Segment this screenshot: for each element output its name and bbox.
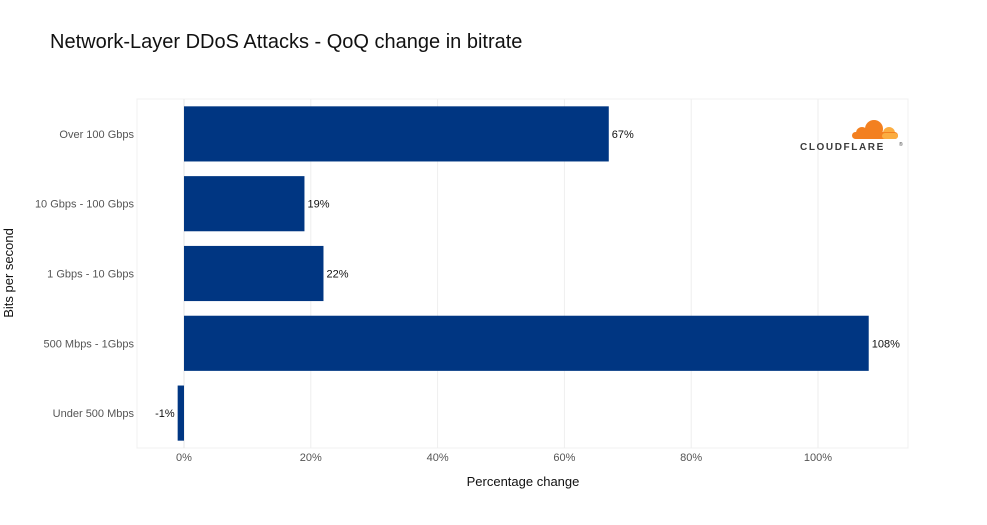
data-label: 67%: [612, 129, 634, 141]
cloudflare-logo: CLOUDFLARE ®: [800, 120, 903, 153]
data-label: -1%: [155, 408, 175, 420]
bar: [184, 106, 609, 162]
bars: [177, 106, 869, 441]
x-tick-label: 20%: [300, 452, 322, 464]
plot-area: [136, 98, 909, 449]
data-label: 108%: [872, 338, 900, 350]
bar: [177, 385, 184, 441]
x-tick-label: 40%: [427, 452, 449, 464]
category-label: 10 Gbps - 100 Gbps: [35, 199, 135, 211]
bar: [184, 315, 869, 371]
cloud-icon: [852, 120, 898, 139]
bar: [184, 176, 305, 232]
logo-wordmark: CLOUDFLARE: [800, 142, 885, 153]
chart-title: Network-Layer DDoS Attacks - QoQ change …: [50, 31, 523, 53]
data-labels: 67% 19% 22% 108% -1%: [155, 129, 900, 420]
category-label: 1 Gbps - 10 Gbps: [47, 269, 134, 281]
x-axis-title: Percentage change: [467, 474, 580, 489]
data-label: 19%: [307, 199, 329, 211]
category-label: Under 500 Mbps: [53, 408, 135, 420]
x-tick-label: 0%: [176, 452, 192, 464]
x-ticks: 0% 20% 40% 60% 80% 100%: [176, 452, 832, 464]
y-categories: Over 100 Gbps 10 Gbps - 100 Gbps 1 Gbps - …: [35, 129, 135, 420]
bar: [184, 245, 324, 302]
category-label: 500 Mbps - 1Gbps: [44, 338, 135, 350]
x-tick-label: 100%: [804, 452, 832, 464]
y-axis-title: Bits per second: [1, 228, 16, 318]
category-label: Over 100 Gbps: [59, 129, 134, 141]
x-tick-label: 60%: [553, 452, 575, 464]
x-tick-label: 80%: [680, 452, 702, 464]
logo-trademark: ®: [899, 141, 903, 148]
data-label: 22%: [326, 269, 348, 281]
